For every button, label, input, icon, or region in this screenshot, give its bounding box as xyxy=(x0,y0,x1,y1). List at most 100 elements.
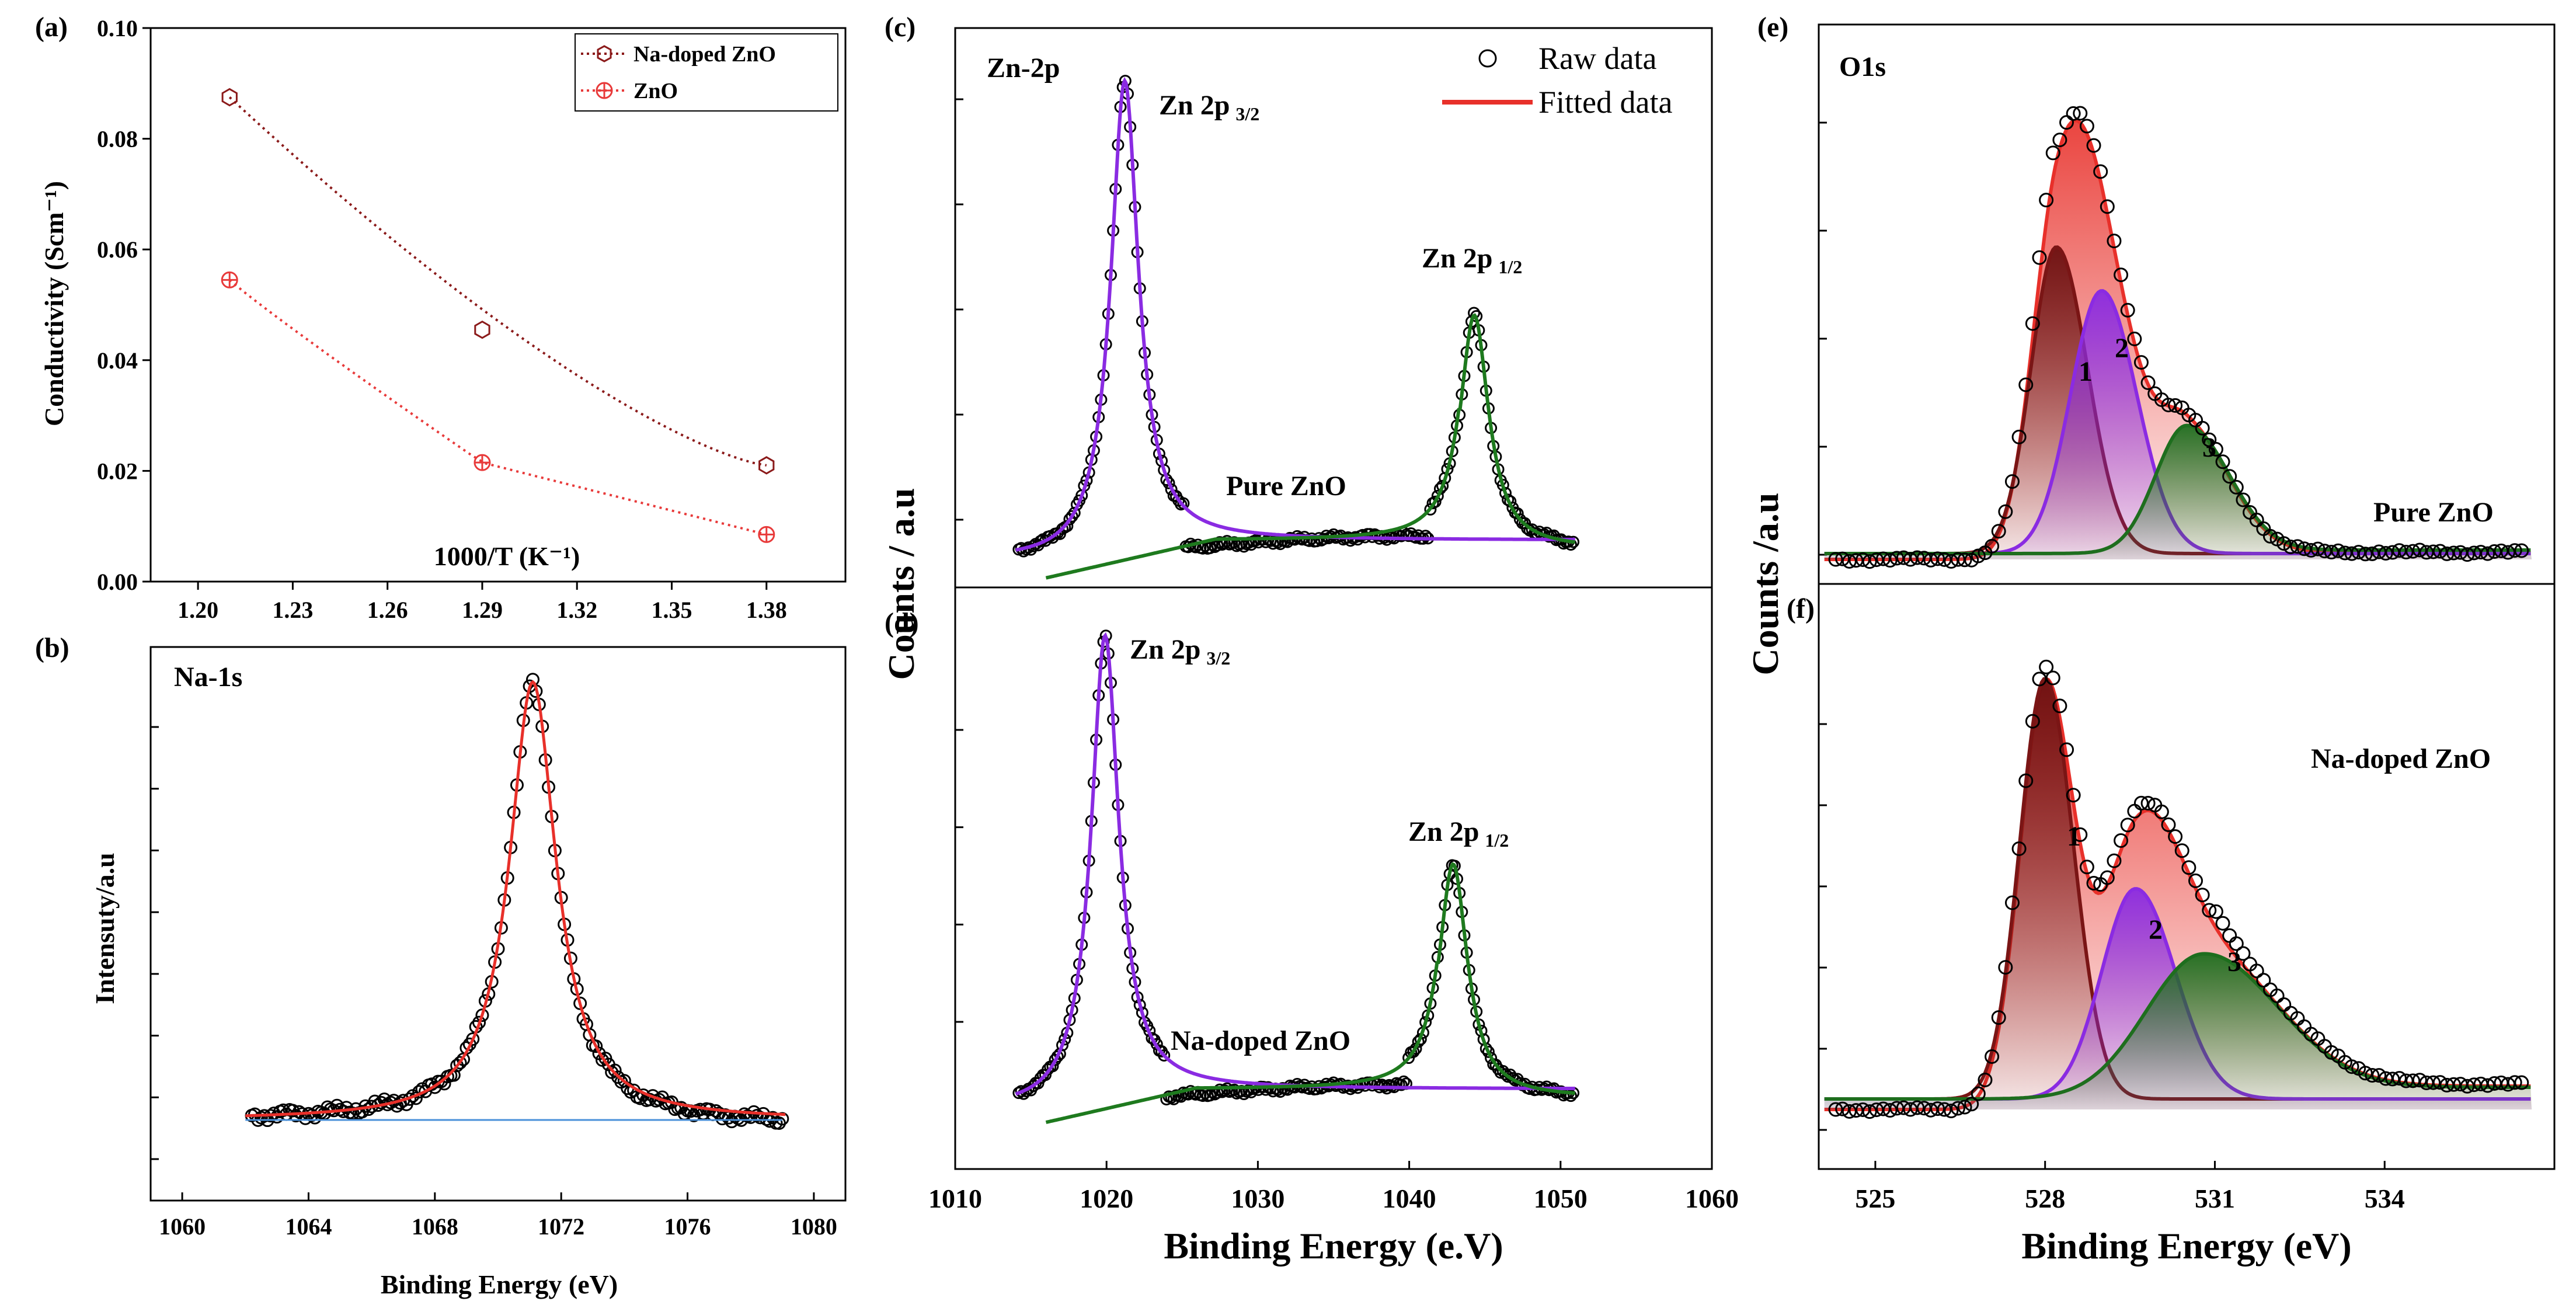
raw-point xyxy=(2432,544,2448,559)
raw-point xyxy=(1842,554,1857,569)
x-tick-label: 1020 xyxy=(1080,1184,1133,1213)
panel-f-x-ticks: 525 528 531 534 xyxy=(1855,1161,2405,1213)
raw-point xyxy=(2154,804,2169,819)
panel-d-y-ticks xyxy=(955,729,963,1023)
raw-point xyxy=(2052,133,2067,148)
raw-point xyxy=(2133,795,2149,810)
panel-d-label: (d) xyxy=(885,607,919,638)
raw-point xyxy=(2385,1072,2400,1087)
panel-e-y-ticks xyxy=(1819,121,1827,556)
panel-f-filled-peaks xyxy=(1824,677,2532,1111)
raw-point xyxy=(2195,888,2210,903)
raw-point xyxy=(2018,377,2034,392)
raw-point xyxy=(2283,540,2298,555)
x-tick-label: 1.32 xyxy=(556,597,597,623)
raw-point xyxy=(2426,1075,2441,1090)
raw-point xyxy=(2073,106,2088,121)
data-point-zno xyxy=(758,526,775,543)
raw-point xyxy=(2004,474,2020,489)
panel-e-sample-label: Pure ZnO xyxy=(2373,497,2494,528)
raw-point xyxy=(1835,551,1850,566)
y-tick-label: 0.08 xyxy=(97,126,138,152)
raw-point xyxy=(2514,543,2529,558)
raw-point xyxy=(1203,1089,1216,1102)
raw-point xyxy=(2100,199,2115,214)
panel-c-legend: Raw data Fitted data xyxy=(1442,41,1672,120)
raw-point xyxy=(2004,895,2020,910)
x-tick-label: 1.23 xyxy=(272,597,313,623)
panel-a-x-ticks: 1.20 1.23 1.26 1.29 1.32 1.35 1.38 xyxy=(177,582,787,623)
raw-point xyxy=(1835,1101,1850,1116)
panel-f-component-3: 3 xyxy=(2227,947,2241,977)
series-line-zno xyxy=(228,279,767,536)
panel-d-sample-label: Na-doped ZnO xyxy=(1171,1025,1350,1056)
raw-point xyxy=(2052,698,2067,714)
raw-point xyxy=(715,1112,729,1126)
x-tick-label: 1068 xyxy=(412,1213,458,1240)
y-tick-label: 0.02 xyxy=(97,458,138,484)
legend-na-label: Na-doped ZnO xyxy=(633,42,776,67)
raw-point xyxy=(2161,817,2176,832)
legend-fit-label: Fitted data xyxy=(1538,85,1672,120)
panel-b-xlabel: Binding Energy (eV) xyxy=(381,1269,618,1299)
panel-f: (f) 525 528 531 534 1 2 3 Na-doped ZnO Coun… xyxy=(1745,493,2556,1267)
component-3-area xyxy=(1824,425,2532,559)
raw-point xyxy=(2290,539,2305,554)
raw-point xyxy=(2406,1073,2421,1088)
panel-f-xlabel: Binding Energy (eV) xyxy=(2021,1225,2351,1267)
y-tick-label: 0.06 xyxy=(97,236,138,263)
raw-point xyxy=(1882,552,1898,568)
raw-point xyxy=(466,1032,480,1046)
raw-point xyxy=(2276,536,2292,551)
raw-point xyxy=(2331,543,2346,558)
x-tick-label: 1.29 xyxy=(462,597,503,623)
panel-b-x-ticks: 1060 1064 1068 1072 1076 1080 xyxy=(159,1192,837,1240)
legend-box xyxy=(575,33,838,112)
raw-point xyxy=(2236,946,2251,961)
panel-a: (a) 1.20 1.23 1.26 1.29 1.32 1.35 1.38 0.000.0… xyxy=(35,12,847,623)
panel-d-peak-3-2-label: Zn 2p 3/2 xyxy=(1130,634,1230,669)
panel-b-ylabel: Intensuty/a.u xyxy=(90,853,120,1004)
panel-b-raw-data xyxy=(245,673,789,1130)
raw-point xyxy=(2079,860,2094,875)
raw-point xyxy=(2215,454,2230,469)
panel-e-component-2: 2 xyxy=(2115,333,2129,364)
raw-point xyxy=(453,1056,467,1070)
raw-point xyxy=(2372,1068,2387,1083)
raw-point xyxy=(2426,544,2441,559)
raw-point xyxy=(2086,876,2101,891)
raw-point xyxy=(1957,552,1972,568)
raw-point xyxy=(2378,546,2393,561)
raw-point xyxy=(1882,1102,1898,1118)
raw-point xyxy=(2202,432,2217,447)
raw-point xyxy=(2059,742,2074,757)
raw-point xyxy=(2460,1079,2475,1094)
raw-point xyxy=(1971,1086,1986,1101)
data-point-zno xyxy=(474,454,491,471)
panel-b-fit-curve xyxy=(245,680,786,1118)
raw-point xyxy=(2399,545,2414,560)
x-tick-label: 1.26 xyxy=(367,597,408,623)
raw-point xyxy=(2208,904,2223,919)
raw-point xyxy=(1957,1100,1972,1115)
raw-point xyxy=(1971,548,1986,563)
x-tick-label: 1.35 xyxy=(652,597,692,623)
panel-f-sample-label: Na-doped ZnO xyxy=(2311,743,2491,774)
y-tick-label: 0.10 xyxy=(97,15,138,41)
raw-point xyxy=(2480,546,2495,561)
raw-point xyxy=(1068,506,1081,519)
raw-point xyxy=(1944,554,1959,569)
raw-point xyxy=(2446,545,2461,561)
legend-zno-label: ZnO xyxy=(633,79,678,103)
raw-point xyxy=(2222,928,2237,943)
panel-c: (c) Zn-2p Zn 2p 3/2 Zn 2p 1/2 Pure ZnO Raw… xyxy=(885,12,1713,589)
x-tick-label: 534 xyxy=(2365,1184,2405,1213)
legend-raw-label: Raw data xyxy=(1538,41,1656,76)
panel-d-frame xyxy=(954,586,1713,1170)
raw-point xyxy=(2222,469,2237,484)
raw-point xyxy=(2262,528,2278,544)
raw-point xyxy=(475,1008,489,1022)
raw-point xyxy=(1407,1045,1420,1058)
raw-point xyxy=(2107,853,2122,868)
panel-c-peak-3-2-label: Zn 2p 3/2 xyxy=(1159,90,1259,124)
